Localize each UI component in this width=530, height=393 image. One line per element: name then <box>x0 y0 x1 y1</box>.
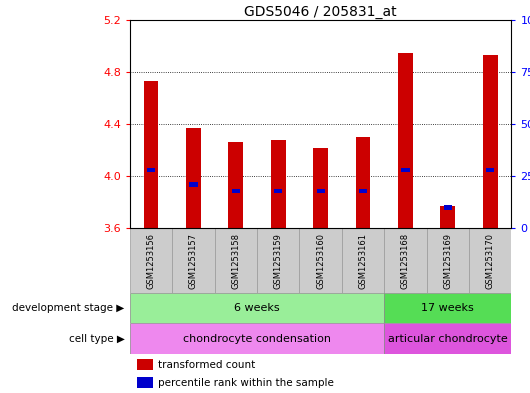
Text: articular chondrocyte: articular chondrocyte <box>388 334 508 343</box>
Bar <box>228 142 243 228</box>
Text: development stage ▶: development stage ▶ <box>12 303 125 313</box>
Bar <box>274 189 282 193</box>
Text: GSM1253159: GSM1253159 <box>274 233 282 289</box>
Bar <box>313 148 328 228</box>
Text: GSM1253161: GSM1253161 <box>359 233 367 289</box>
Bar <box>186 128 201 228</box>
Text: cell type ▶: cell type ▶ <box>69 334 125 343</box>
Text: 6 weeks: 6 weeks <box>234 303 280 313</box>
Bar <box>444 205 452 210</box>
Text: GSM1253157: GSM1253157 <box>189 233 198 289</box>
Text: GSM1253160: GSM1253160 <box>316 233 325 289</box>
Bar <box>130 323 384 354</box>
Bar <box>359 189 367 193</box>
Text: percentile rank within the sample: percentile rank within the sample <box>158 378 334 388</box>
Bar <box>440 206 455 228</box>
Bar <box>316 189 325 193</box>
Bar <box>299 228 342 293</box>
Bar <box>215 228 257 293</box>
Bar <box>384 293 511 323</box>
Bar <box>398 53 413 228</box>
Bar <box>257 228 299 293</box>
Bar <box>356 137 370 228</box>
Text: GSM1253169: GSM1253169 <box>444 233 452 289</box>
Bar <box>137 359 153 370</box>
Bar <box>144 81 158 228</box>
Bar <box>189 182 198 187</box>
Bar <box>130 293 384 323</box>
Bar <box>401 168 410 172</box>
Bar <box>384 228 427 293</box>
Text: GSM1253156: GSM1253156 <box>147 233 155 289</box>
Text: GSM1253170: GSM1253170 <box>486 233 494 289</box>
Bar <box>427 228 469 293</box>
Bar <box>342 228 384 293</box>
Bar <box>137 377 153 388</box>
Bar <box>384 323 511 354</box>
Bar <box>271 140 286 228</box>
Text: chondrocyte condensation: chondrocyte condensation <box>183 334 331 343</box>
Bar <box>483 55 498 228</box>
Bar <box>147 168 155 172</box>
Text: 17 weeks: 17 weeks <box>421 303 474 313</box>
Bar <box>232 189 240 193</box>
Bar <box>486 168 494 172</box>
Title: GDS5046 / 205831_at: GDS5046 / 205831_at <box>244 5 397 19</box>
Bar <box>130 228 172 293</box>
Text: GSM1253168: GSM1253168 <box>401 233 410 289</box>
Bar <box>172 228 215 293</box>
Text: transformed count: transformed count <box>158 360 255 370</box>
Bar <box>469 228 511 293</box>
Text: GSM1253158: GSM1253158 <box>232 233 240 289</box>
